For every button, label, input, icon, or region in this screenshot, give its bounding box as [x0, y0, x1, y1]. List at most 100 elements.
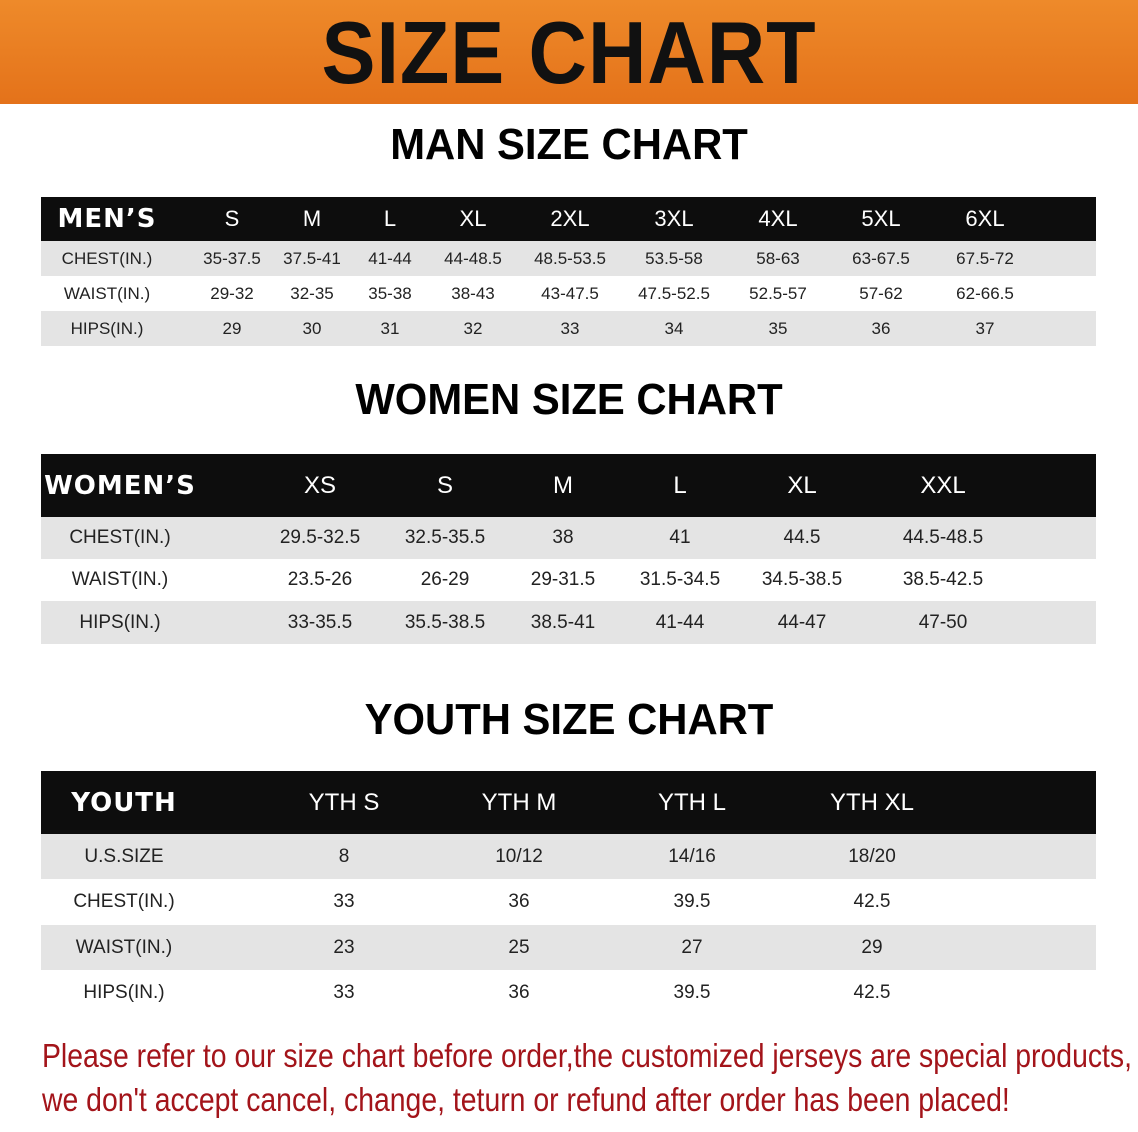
size-column-header: 6XL	[965, 206, 1005, 231]
size-column-header: 5XL	[861, 206, 901, 231]
size-column-header: YTH M	[481, 788, 557, 816]
size-column-header: 2XL	[550, 206, 590, 231]
measurement-label: CHEST(IN.)	[73, 891, 175, 912]
disclaimer-line-1: Please refer to our size chart before or…	[42, 1037, 1133, 1074]
measurement-value: 47.5-52.5	[638, 283, 710, 303]
table-corner-label: WOMEN’S	[44, 470, 196, 501]
measurement-value: 39.5	[673, 891, 711, 912]
measurement-label: WAIST(IN.)	[63, 283, 151, 303]
measurement-value: 36	[508, 891, 530, 912]
measurement-value: 38-43	[451, 283, 495, 303]
measurement-value: 41-44	[368, 248, 412, 268]
measurement-value: 25	[508, 936, 530, 958]
table-corner-label: MEN’S	[57, 204, 157, 234]
measurement-label: WAIST(IN.)	[75, 936, 173, 958]
men-section-title: MAN SIZE CHART	[390, 120, 748, 169]
banner-title: SIZE CHART	[321, 3, 817, 102]
size-column-header: L	[383, 206, 397, 231]
measurement-value: 35.5-38.5	[404, 611, 486, 633]
measurement-value: 67.5-72	[956, 248, 1014, 268]
measurement-value: 26-29	[420, 569, 470, 590]
measurement-value: 41-44	[655, 611, 705, 633]
measurement-label: HIPS(IN.)	[70, 318, 144, 338]
measurement-value: 29-31.5	[530, 569, 596, 590]
table-header-row: WOMEN’S XS S M L XL XXL	[41, 454, 1096, 517]
measurement-value: 63-67.5	[852, 248, 910, 268]
measurement-value: 37	[975, 318, 995, 338]
measurement-value: 33-35.5	[287, 611, 353, 633]
size-column-header: XL	[459, 206, 487, 231]
measurement-label: CHEST(IN.)	[69, 527, 171, 548]
measurement-value: 32-35	[290, 283, 334, 303]
measurement-value: 42.5	[853, 891, 891, 912]
youth-section-title: YOUTH SIZE CHART	[364, 695, 774, 744]
table-row: WAIST(IN.) 29-32 32-35 35-38 38-43 43-47.5 47.…	[41, 276, 1096, 311]
measurement-label: WAIST(IN.)	[71, 569, 169, 590]
measurement-value: 38.5-41	[530, 611, 596, 633]
table-row: U.S.SIZE 8 10/12 14/16 18/20	[41, 834, 1096, 879]
measurement-value: 14/16	[668, 845, 716, 867]
table-header-row: YOUTH YTH S YTH M YTH L YTH XL	[41, 771, 1096, 834]
table-row: CHEST(IN.) 33 36 39.5 42.5	[41, 879, 1096, 925]
table-row: WAIST(IN.) 23.5-26 26-29 29-31.5 31.5-34.5 34…	[41, 559, 1096, 601]
measurement-value: 31	[380, 318, 400, 338]
table-header-row: MEN’S S M L XL 2XL 3XL 4XL 5XL 6XL	[41, 197, 1096, 241]
measurement-value: 32.5-35.5	[404, 527, 486, 548]
measurement-value: 39.5	[673, 982, 711, 1003]
size-column-header: XL	[787, 471, 817, 499]
measurement-value: 48.5-53.5	[534, 248, 606, 268]
size-column-header: 3XL	[654, 206, 694, 231]
measurement-value: 8	[338, 845, 350, 867]
measurement-value: 32	[463, 318, 483, 338]
size-column-header: M	[302, 206, 322, 231]
measurement-value: 23.5-26	[287, 569, 353, 590]
measurement-value: 18/20	[848, 845, 896, 867]
women-section-title: WOMEN SIZE CHART	[355, 375, 783, 424]
measurement-value: 23	[333, 936, 355, 958]
table-row: CHEST(IN.) 35-37.5 37.5-41 41-44 44-48.5 48.5…	[41, 241, 1096, 276]
size-column-header: S	[224, 206, 240, 231]
measurement-label: CHEST(IN.)	[61, 248, 153, 268]
table-corner-label: YOUTH	[71, 787, 177, 818]
measurement-value: 44.5-48.5	[902, 527, 984, 548]
size-column-header: S	[436, 471, 454, 499]
measurement-label: HIPS(IN.)	[79, 611, 161, 633]
measurement-value: 44.5	[783, 527, 821, 548]
measurement-value: 29	[861, 936, 883, 958]
measurement-value: 57-62	[859, 283, 903, 303]
measurement-value: 10/12	[495, 845, 543, 867]
measurement-value: 38.5-42.5	[902, 569, 984, 590]
measurement-label: U.S.SIZE	[84, 845, 164, 867]
measurement-value: 41	[669, 527, 691, 548]
measurement-value: 37.5-41	[283, 248, 341, 268]
measurement-value: 38	[552, 527, 574, 548]
measurement-value: 47-50	[918, 611, 968, 633]
size-column-header: YTH S	[308, 788, 380, 816]
measurement-value: 36	[871, 318, 891, 338]
measurement-value: 34	[664, 318, 684, 338]
measurement-value: 29	[222, 318, 242, 338]
women-size-table: WOMEN’S XS S M L XL XXL CHEST(IN.) 29.5-32.5 32.5…	[41, 454, 1096, 644]
measurement-value: 52.5-57	[749, 283, 807, 303]
measurement-value: 33	[333, 982, 355, 1003]
measurement-value: 36	[508, 982, 530, 1003]
measurement-value: 33	[333, 891, 355, 912]
table-row: HIPS(IN.) 33-35.5 35.5-38.5 38.5-41 41-44 44-…	[41, 601, 1096, 644]
measurement-value: 27	[681, 936, 703, 958]
measurement-value: 58-63	[756, 248, 800, 268]
size-chart-banner: SIZE CHART	[0, 0, 1138, 104]
measurement-value: 29.5-32.5	[279, 527, 361, 548]
youth-size-table: YOUTH YTH S YTH M YTH L YTH XL U.S.SIZE 8 10/12…	[41, 771, 1096, 1016]
measurement-value: 33	[560, 318, 580, 338]
size-column-header: XS	[303, 471, 337, 499]
table-row: CHEST(IN.) 29.5-32.5 32.5-35.5 38 41 44.5 44.5…	[41, 517, 1096, 559]
disclaimer-line-2: we don't accept cancel, change, teturn o…	[42, 1081, 1010, 1118]
table-row: HIPS(IN.) 29 30 31 32 33 34 35 36 37	[41, 311, 1096, 346]
measurement-value: 43-47.5	[541, 283, 599, 303]
measurement-value: 44-48.5	[444, 248, 502, 268]
size-column-header: L	[673, 471, 687, 499]
measurement-value: 30	[302, 318, 322, 338]
measurement-value: 35	[768, 318, 788, 338]
measurement-value: 53.5-58	[645, 248, 703, 268]
size-column-header: XXL	[920, 471, 966, 499]
